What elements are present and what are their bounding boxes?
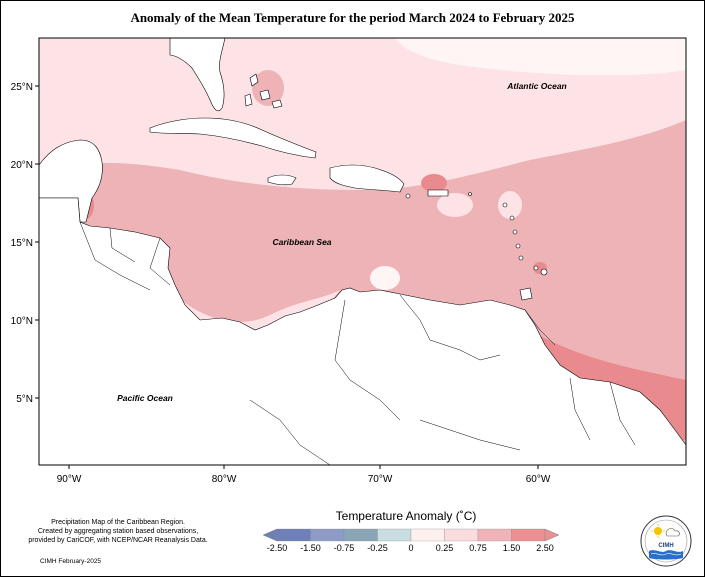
lon-label: 70°W (368, 474, 393, 485)
land-hispaniola (329, 164, 405, 193)
anomaly-patch-pr (437, 193, 473, 217)
anomaly-patch-antilles (498, 191, 522, 219)
anomaly-map: 25°N 20°N 15°N 10°N 5°N 90°W 80°W 70°W 6… (11, 37, 687, 485)
legend-swatch (477, 528, 512, 542)
lat-label: 15°N (11, 238, 33, 249)
legend-tick-label: 1.50 (503, 543, 521, 553)
cimh-logo-icon: CIMH (640, 515, 692, 567)
land-florida (169, 38, 226, 112)
legend-tick-label: 0.25 (436, 543, 454, 553)
legend-title: Temperature Anomaly (˚C) (335, 509, 477, 523)
land-trinidad (519, 287, 533, 301)
lon-label: 90°W (57, 474, 82, 485)
land-lesser-antilles (405, 192, 548, 276)
land-jamaica (267, 174, 297, 186)
anomaly-field-near-zero (395, 38, 686, 76)
land-central-south-america (39, 197, 686, 465)
map-border (38, 37, 687, 466)
legend-tick-label: -2.50 (267, 543, 288, 553)
anomaly-patch-jamaica (281, 160, 309, 180)
land-cuba (149, 117, 317, 159)
legend-swatch (276, 528, 311, 542)
legend-tick-label: 0.75 (469, 543, 487, 553)
anomaly-patch-bahamas (252, 70, 284, 106)
anomaly-spot-hispaniola (421, 174, 447, 192)
legend-arrow-high (544, 528, 560, 542)
credits-line: Precipitation Map of the Caribbean Regio… (51, 519, 185, 526)
land-yucatan (39, 139, 103, 223)
legend-tick-label: -0.75 (334, 543, 355, 553)
legend-tick-label: 2.50 (536, 543, 554, 553)
lon-label: 80°W (212, 474, 237, 485)
credits-line: provided by CariCOF, with NCEP/NCAR Rean… (28, 537, 208, 544)
legend-swatch (444, 528, 479, 542)
anomaly-patch-cuba (212, 138, 248, 158)
map-title: Anomaly of the Mean Temperature for the … (130, 10, 575, 25)
atlantic-ocean-label: Atlantic Ocean (506, 81, 567, 91)
land-puerto-rico (427, 189, 449, 197)
color-legend: -2.50 -1.50 -0.75 -0.25 0 0.25 0.75 1.50 2.50 (262, 528, 560, 553)
credits: Precipitation Map of the Caribbean Regio… (18, 518, 218, 545)
lat-label: 5°N (16, 394, 33, 405)
legend-arrow-low (262, 528, 278, 542)
lat-label: 20°N (11, 160, 33, 171)
legend-tick-label: 0 (408, 543, 413, 553)
country-borders (79, 221, 636, 465)
legend-swatch (511, 528, 546, 542)
lat-axis: 25°N 20°N 15°N 10°N 5°N (11, 82, 39, 405)
logo-text: CIMH (658, 543, 673, 549)
pacific-ocean-label: Pacific Ocean (117, 393, 173, 403)
caribbean-sea-label: Caribbean Sea (272, 237, 331, 247)
credits-date: CIMH February-2025 (40, 558, 102, 565)
legend-swatch (310, 528, 345, 542)
lat-label: 10°N (11, 316, 33, 327)
legend-tick-label: -1.50 (300, 543, 321, 553)
anomaly-patch-venezuela (370, 266, 400, 290)
legend-swatch (343, 528, 378, 542)
credits-line: Created by aggregating station based obs… (37, 528, 199, 535)
lon-axis: 90°W 80°W 70°W 60°W (57, 465, 551, 485)
lat-label: 25°N (11, 82, 33, 93)
legend-swatch (410, 528, 445, 542)
lon-label: 60°W (526, 474, 551, 485)
legend-swatch (377, 528, 412, 542)
legend-tick-label: -0.25 (367, 543, 388, 553)
land-bahamas (244, 73, 283, 109)
